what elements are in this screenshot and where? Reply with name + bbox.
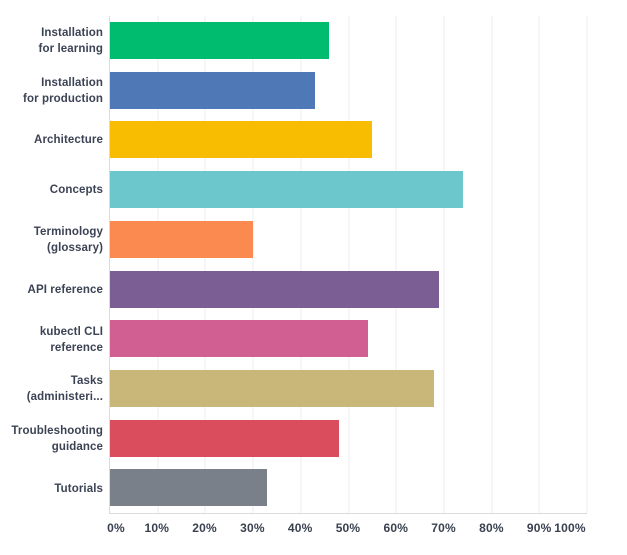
- gridline: [157, 16, 159, 513]
- x-tick-label-70: 70%: [431, 521, 456, 535]
- chart-row: [110, 364, 587, 414]
- chart-row: [110, 215, 587, 265]
- category-label-api-reference: API reference: [27, 283, 103, 296]
- chart-row: [110, 165, 587, 215]
- x-tick-label-60: 60%: [383, 521, 409, 535]
- category-label-concepts: Concepts: [49, 184, 103, 197]
- gridline: [491, 16, 493, 513]
- bar-api-reference[interactable]: [110, 270, 440, 308]
- bar-architecture[interactable]: [110, 121, 373, 159]
- x-tick-label-20: 20%: [192, 521, 217, 535]
- category-label-tutorials: Tutorials: [54, 483, 103, 496]
- category-label-troubleshooting-guidance: Troubleshooting guidance: [11, 425, 103, 454]
- chart-row: [110, 314, 587, 364]
- category-label-tasks-administeri: Tasks (administeri...: [26, 375, 103, 404]
- chart-row: [110, 66, 587, 116]
- gridline: [348, 16, 349, 513]
- bar-tutorials[interactable]: [110, 469, 268, 507]
- x-tick-label-80: 80%: [479, 521, 504, 535]
- bar-installation-for-production[interactable]: [110, 71, 316, 109]
- gridline: [395, 16, 397, 513]
- chart-row: [110, 463, 587, 513]
- bar-concepts[interactable]: [110, 171, 463, 209]
- chart-row: [110, 265, 587, 315]
- x-tick-label-0: 0%: [107, 521, 125, 535]
- x-tick-label-90: 90%: [526, 521, 552, 535]
- gridline: [300, 16, 302, 513]
- category-label-installation-for-production: Installation for production: [23, 76, 103, 105]
- gridline: [443, 16, 445, 513]
- x-axis: 0% 10% 20% 30% 40% 50% 60% 70% 80% 90% 100%: [107, 521, 587, 541]
- gridline: [204, 16, 206, 513]
- gridline: [252, 16, 254, 513]
- gridline: [538, 16, 540, 513]
- y-axis-labels: Installation for learning Installation fo…: [0, 16, 103, 514]
- category-label-installation-for-learning: Installation for learning: [38, 26, 103, 55]
- x-tick-label-10: 10%: [144, 521, 170, 535]
- chart-row: [110, 115, 587, 165]
- chart-row: [110, 16, 587, 66]
- bar-kubectl-cli-reference[interactable]: [110, 320, 368, 358]
- chart-row: [110, 414, 587, 464]
- x-tick-label-100: 100%: [554, 521, 586, 535]
- category-label-architecture: Architecture: [34, 134, 103, 147]
- bar-tasks-administeri[interactable]: [110, 369, 435, 407]
- x-tick-label-50: 50%: [335, 521, 361, 535]
- bar-terminology-glossary[interactable]: [110, 220, 254, 258]
- plot-area: [109, 16, 588, 514]
- x-tick-label-30: 30%: [240, 521, 265, 535]
- gridline: [586, 16, 588, 513]
- category-label-kubectl-cli-reference: kubectl CLI reference: [39, 325, 103, 354]
- x-tick-label-40: 40%: [287, 521, 313, 535]
- category-label-terminology-glossary: Terminology (glossary): [33, 226, 103, 255]
- bar-installation-for-learning[interactable]: [110, 22, 330, 59]
- bar-troubleshooting-guidance[interactable]: [110, 419, 339, 457]
